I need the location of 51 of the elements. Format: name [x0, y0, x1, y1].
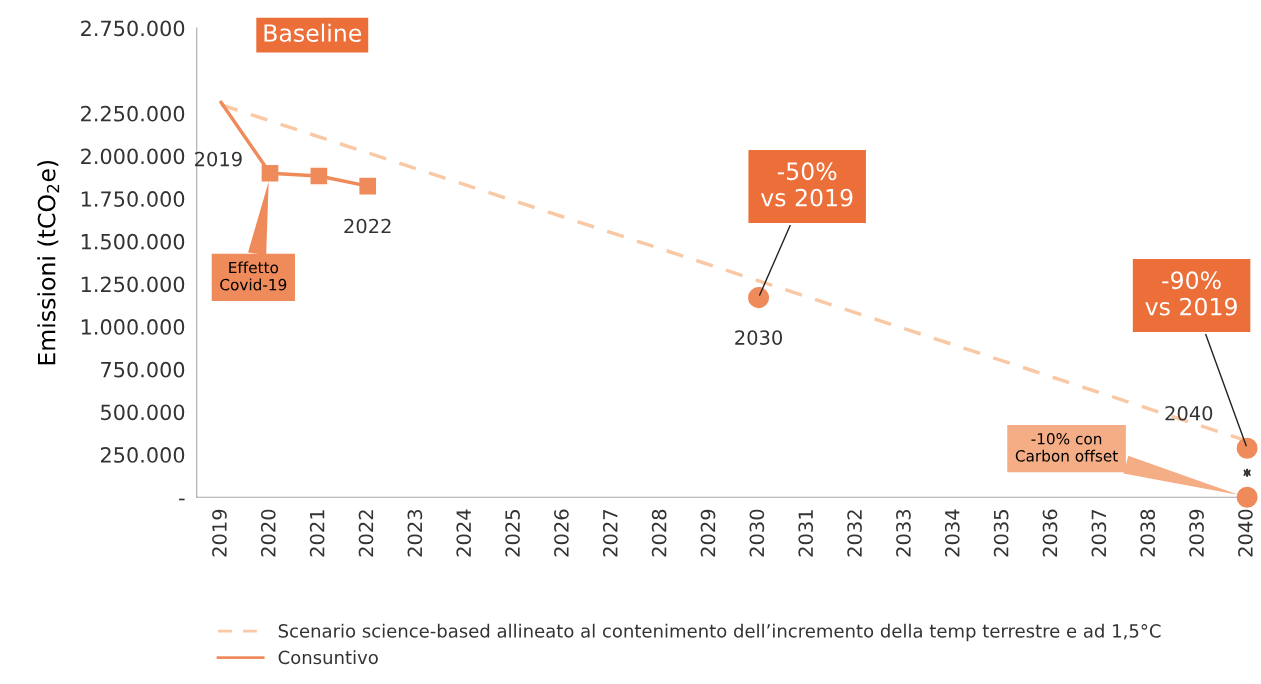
x-tick-label: 2036 [1042, 509, 1058, 557]
y-tick-label: 1.750.000 [81, 191, 185, 207]
point [310, 167, 328, 185]
x-tick-label: 2019 [212, 509, 227, 557]
x-tick-label: 2031 [798, 510, 814, 557]
x-tick-label: 2040 [1238, 509, 1253, 557]
annotation: 2019 [195, 151, 242, 167]
y-tick-label: 500.000 [101, 404, 185, 421]
x-tick-label: 2026 [554, 509, 569, 557]
point [1236, 437, 1258, 459]
x-tick-label: 2038 [1140, 509, 1156, 557]
y-tick-label: 1.000.000 [81, 319, 185, 335]
annotation: 2040 [1165, 405, 1213, 421]
legend-label: Scenario science-based allineato al contenimento dell’incremento della temp terrestre e ad 1,5°C [278, 623, 1161, 642]
x-tick-label: 2025 [505, 510, 520, 557]
x-tick-label: 2039 [1189, 509, 1204, 557]
x-tick-label: 2037 [1091, 510, 1107, 557]
y-tick-label: 2.000.000 [81, 148, 185, 165]
x-tick-label: 2021 [309, 510, 325, 557]
x-tick-label: 2029 [700, 509, 716, 557]
x-tick-label: 2027 [602, 510, 618, 557]
annotation: 2022 [344, 218, 391, 234]
annotation: Effetto Covid-19 [220, 261, 287, 291]
y-tick-label: - [179, 498, 185, 501]
point [359, 177, 377, 195]
annotation: -10% con Carbon offset [1015, 432, 1118, 462]
annotation: 2030 [735, 330, 783, 345]
y-tick-label: 750.000 [101, 361, 185, 378]
annotation: Baseline [264, 23, 362, 42]
point [748, 287, 770, 309]
x-tick-label: 2033 [896, 509, 911, 557]
point [1236, 486, 1258, 508]
x-tick-label: 2024 [456, 509, 472, 557]
x-tick-label: 2034 [944, 509, 960, 557]
y-tick-label: 1.500.000 [81, 233, 185, 250]
y-tick-label: 2.250.000 [81, 105, 185, 122]
x-tick-label: 2022 [358, 510, 374, 557]
y-tick-label: 1.250.000 [81, 276, 185, 293]
x-tick-label: 2030 [749, 509, 765, 557]
x-tick-label: 2023 [407, 509, 423, 557]
annotation: -90% vs 2019 [1145, 271, 1237, 316]
x-tick-label: 2028 [651, 509, 667, 557]
y-tick-label: 250.000 [100, 447, 185, 463]
legend-label: Consuntivo [278, 650, 378, 665]
y-tick-label: 2.750.000 [81, 20, 185, 37]
x-tick-label: 2035 [993, 510, 1009, 557]
x-tick-label: 2020 [260, 509, 276, 557]
y-axis-title: Emissioni (tCO$_{2}$e) [37, 160, 60, 365]
annotation: -50% vs 2019 [760, 162, 853, 207]
point [261, 164, 279, 182]
x-tick-label: 2032 [847, 510, 862, 557]
